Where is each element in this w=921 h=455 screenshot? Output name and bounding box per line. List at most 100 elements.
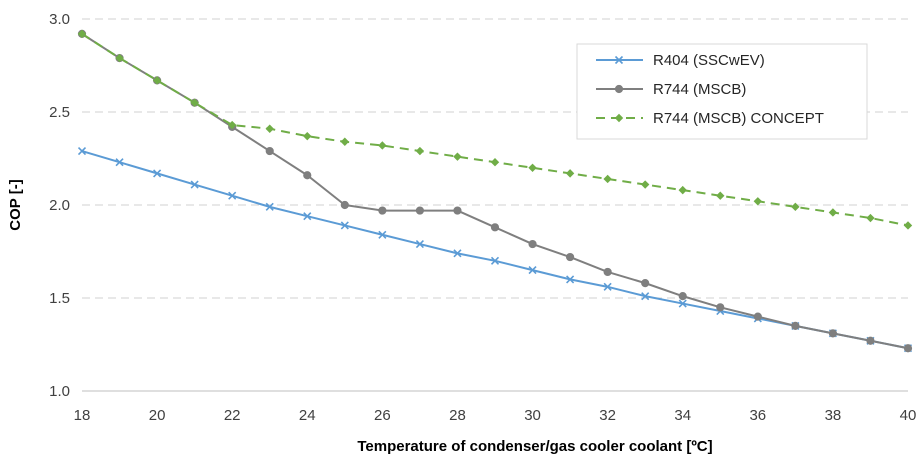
data-point-stroke-b	[490, 256, 500, 265]
x-tick-label: 26	[374, 407, 391, 424]
legend-item: R404 (SSCwEV)	[596, 52, 765, 69]
x-tick-label: 34	[674, 407, 691, 424]
data-point	[678, 299, 687, 308]
y-tick-label: 3.0	[49, 11, 70, 28]
y-axis-title: COP [-]	[7, 179, 24, 230]
y-tick-label: 1.5	[49, 290, 70, 307]
y-tick-label: 2.0	[49, 197, 70, 214]
x-axis-title: Temperature of condenser/gas cooler cool…	[357, 438, 712, 455]
x-tick-label: 28	[449, 407, 466, 424]
series-2	[77, 29, 913, 230]
legend-label: R404 (SSCwEV)	[653, 52, 765, 69]
data-point-stroke-b	[77, 146, 87, 156]
data-point	[528, 163, 537, 172]
data-point	[378, 206, 387, 215]
legend-item: R744 (MSCB) CONCEPT	[596, 110, 824, 127]
x-tick-label: 30	[524, 407, 541, 424]
data-point	[152, 76, 162, 85]
data-point	[303, 131, 312, 141]
data-point	[903, 221, 913, 230]
data-point	[791, 202, 800, 212]
y-tick-label: 2.5	[49, 104, 70, 121]
data-point	[566, 275, 575, 284]
data-point	[603, 282, 612, 291]
y-tick-label: 1.0	[49, 383, 70, 400]
x-tick-label: 24	[299, 407, 316, 424]
data-point-stroke-b	[153, 169, 162, 178]
data-point	[528, 239, 537, 249]
x-tick-label: 20	[149, 407, 166, 424]
data-point	[453, 206, 462, 215]
data-point	[678, 185, 687, 195]
data-point-stroke-b	[566, 275, 575, 284]
data-point-stroke-b	[340, 221, 349, 230]
data-point	[828, 208, 838, 217]
legend-swatch-marker-stroke-b	[614, 55, 624, 65]
legend-label: R744 (MSCB) CONCEPT	[653, 110, 824, 127]
x-tick-label: 18	[74, 407, 91, 424]
data-point	[303, 212, 312, 221]
data-point	[415, 239, 424, 249]
data-point	[753, 312, 762, 321]
data-point	[115, 158, 124, 167]
data-point	[453, 152, 462, 161]
data-point	[903, 344, 913, 353]
data-point-stroke-b	[115, 158, 124, 167]
data-point-stroke-b	[603, 282, 612, 291]
data-point	[115, 53, 124, 63]
data-point	[490, 223, 500, 232]
x-tick-label: 32	[599, 407, 616, 424]
x-tick-label: 36	[749, 407, 766, 424]
data-point	[190, 98, 199, 107]
data-point	[228, 191, 237, 200]
data-point	[77, 29, 87, 39]
series-line	[81, 150, 909, 350]
data-point	[378, 230, 387, 239]
x-tick-label: 38	[825, 407, 842, 424]
data-point-stroke-b	[453, 249, 462, 258]
data-point	[603, 174, 612, 184]
data-point	[640, 180, 650, 189]
data-point	[77, 146, 87, 156]
gridlines	[82, 18, 908, 299]
series	[77, 29, 913, 353]
data-point	[791, 321, 800, 330]
data-point	[528, 266, 537, 275]
data-point	[490, 158, 500, 167]
data-point	[340, 200, 349, 210]
x-tick-label: 40	[900, 407, 917, 424]
data-point	[565, 252, 575, 262]
legend: R404 (SSCwEV) R744 (MSCB) R744 (MSCB) CONC…	[576, 43, 868, 140]
data-point	[378, 141, 387, 150]
data-point	[415, 206, 425, 215]
data-point	[153, 169, 162, 178]
data-point	[227, 120, 237, 130]
series-0	[77, 146, 913, 353]
data-point-stroke-b	[678, 299, 687, 308]
data-point	[866, 213, 875, 223]
data-point	[866, 336, 875, 345]
data-point	[753, 197, 763, 206]
legend-item: R744 (MSCB)	[596, 81, 746, 98]
data-point-stroke-b	[303, 212, 312, 221]
data-point	[716, 303, 725, 312]
data-point-stroke-b	[415, 239, 424, 249]
data-point	[828, 329, 838, 338]
data-point-stroke-b	[228, 191, 237, 200]
data-point	[490, 256, 500, 265]
data-point-stroke-b	[528, 266, 537, 275]
data-point	[603, 267, 612, 277]
x-tick-label: 22	[224, 407, 241, 424]
legend-swatch-marker	[614, 113, 624, 123]
data-point-stroke-b	[378, 230, 387, 239]
data-point	[641, 279, 650, 288]
data-point	[415, 146, 425, 156]
data-point-stroke-b	[265, 202, 274, 211]
axes: 1.0 1.5 2.0 2.5 3.0 18 20 22 24 26 28 30 32 34 36 38 40	[49, 11, 916, 424]
data-point	[340, 221, 349, 230]
data-point	[190, 180, 199, 189]
data-point	[565, 169, 575, 178]
data-point-stroke-b	[190, 180, 199, 189]
